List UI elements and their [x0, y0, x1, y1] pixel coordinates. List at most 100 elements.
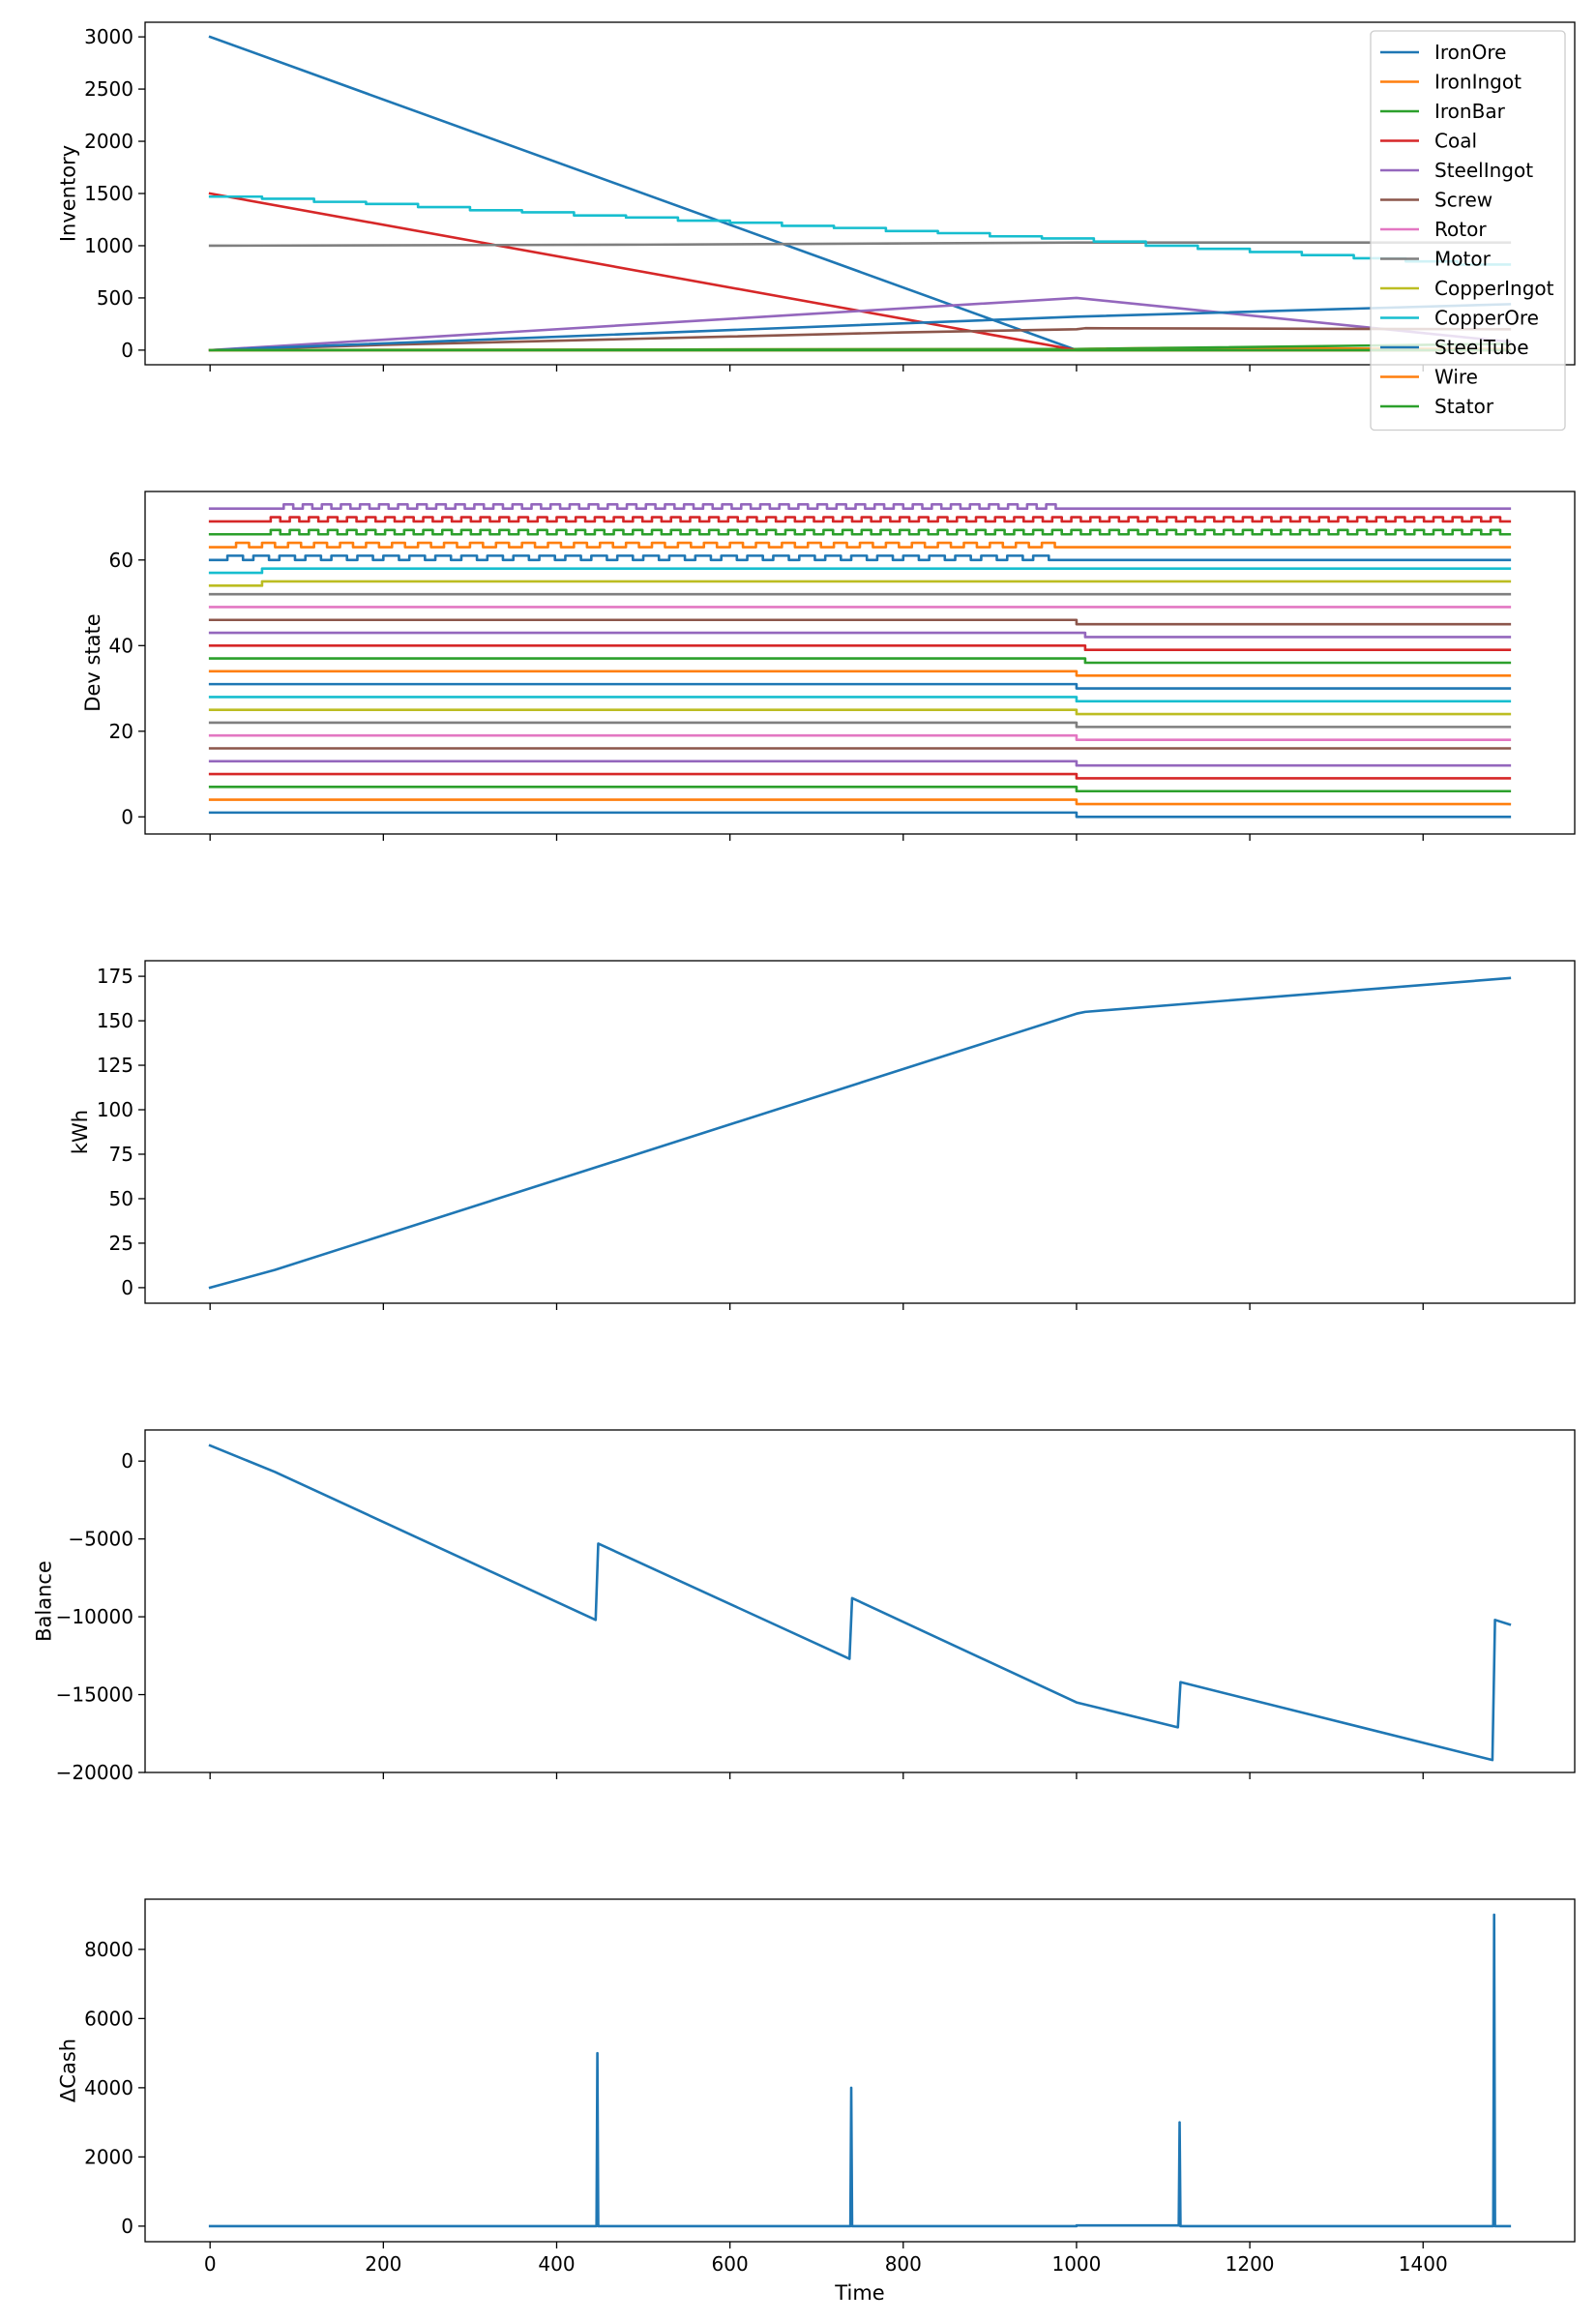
y-tick-label: 1500: [84, 182, 133, 205]
y-tick-label: 150: [97, 1009, 133, 1032]
legend-box: [1370, 30, 1566, 432]
y-tick-label: 1000: [84, 234, 133, 257]
y-tick-label: 40: [109, 634, 133, 657]
legend-entry: CopperOre: [1434, 307, 1539, 330]
series-line-copperore: [208, 194, 1512, 266]
series-line-panel1-7: [208, 721, 1512, 729]
x-tick-label: 800: [885, 2252, 922, 2276]
series-line-panel3-0: [208, 1444, 1512, 1762]
y-tick-label: 25: [109, 1232, 133, 1255]
legend-entry: SteelTube: [1434, 336, 1529, 359]
x-tick-label: 0: [204, 2252, 217, 2276]
legend: IronOre IronIngot IronBar Coal SteelIngot Scr…: [1370, 30, 1566, 432]
series-line-panel1-18: [208, 580, 1512, 587]
y-axis-label: Balance: [32, 1561, 55, 1642]
y-tick-label: 20: [109, 720, 133, 743]
x-tick-label: 1400: [1399, 2252, 1448, 2276]
series-line-panel1-22: [208, 528, 1512, 536]
legend-entry: Rotor: [1434, 218, 1487, 241]
legend-entry: Stator: [1434, 395, 1494, 418]
balance-subplot: 0 −5000 −10000 −15000 −20000 Balance: [32, 1429, 1576, 1784]
y-tick-label: 0: [121, 1276, 133, 1299]
series-line-panel1-12: [208, 657, 1512, 665]
y-axis-label: ΔCash: [57, 2039, 80, 2102]
y-tick-label: −20000: [56, 1761, 133, 1784]
inventory-subplot: 0 500 1000 1500 2000 2500 3000 Inventory IronOre…: [57, 21, 1576, 432]
y-tick-label: 0: [121, 339, 133, 362]
series-line-panel1-15: [208, 618, 1512, 626]
y-tick-label: 4000: [84, 2076, 133, 2099]
axes-frame: [144, 1429, 1576, 1773]
series-line-panel1-24: [208, 502, 1512, 510]
series-line-panel1-23: [208, 516, 1512, 523]
series-line-panel1-13: [208, 644, 1512, 652]
delta-cash-subplot: 0 200 400 600 800 1000 1200 1400 0 2000 4000 6000 80…: [57, 1898, 1576, 2305]
axes-frame: [144, 1898, 1576, 2243]
x-tick-label: 600: [712, 2252, 749, 2276]
y-tick-label: −10000: [56, 1605, 133, 1628]
y-tick-label: 0: [121, 2215, 133, 2238]
y-tick-label: 175: [97, 965, 133, 988]
series-line-panel1-4: [208, 759, 1512, 767]
y-tick-label: 125: [97, 1054, 133, 1077]
y-axis-label: Dev state: [81, 613, 104, 711]
series-line-screw: [208, 326, 1512, 352]
y-axis-label: Inventory: [57, 145, 80, 242]
plot-area: [208, 976, 1512, 1290]
plot-area: [208, 1444, 1512, 1762]
y-tick-label: 3000: [84, 25, 133, 48]
y-tick-label: −5000: [68, 1528, 133, 1551]
legend-entry: CopperIngot: [1434, 277, 1554, 300]
series-line-panel1-14: [208, 631, 1512, 639]
x-tick-label: 1000: [1051, 2252, 1101, 2276]
y-tick-label: 100: [97, 1098, 133, 1121]
legend-entry: IronOre: [1434, 41, 1506, 64]
series-line-panel1-6: [208, 733, 1512, 741]
y-tick-label: 60: [109, 549, 133, 572]
legend-entry: Motor: [1434, 248, 1492, 271]
plot-area: [208, 35, 1512, 352]
series-line-panel1-9: [208, 696, 1512, 703]
legend-entry: IronBar: [1434, 100, 1506, 123]
series-line-panel1-1: [208, 798, 1512, 806]
series-line-panel1-20: [208, 554, 1512, 562]
y-tick-label: 75: [109, 1143, 133, 1166]
legend-entry: IronIngot: [1434, 71, 1522, 94]
y-tick-label: 2000: [84, 2145, 133, 2168]
legend-entry: SteelIngot: [1434, 159, 1533, 182]
series-line-panel1-0: [208, 811, 1512, 819]
legend-entry: Screw: [1434, 189, 1493, 212]
legend-entry: Wire: [1434, 366, 1478, 389]
series-line-panel1-10: [208, 682, 1512, 690]
x-axis-label: Time: [834, 2281, 884, 2305]
series-line-panel1-11: [208, 670, 1512, 677]
series-line-panel1-19: [208, 567, 1512, 575]
series-line-panel1-2: [208, 786, 1512, 793]
plot-area: [208, 1913, 1512, 2228]
x-tick-label: 200: [365, 2252, 401, 2276]
y-tick-label: 500: [97, 286, 133, 310]
y-tick-label: 2000: [84, 130, 133, 153]
y-tick-label: 2500: [84, 77, 133, 101]
series-line-panel4-0: [208, 1913, 1512, 2228]
x-tick-label: 400: [538, 2252, 575, 2276]
y-tick-label: 0: [121, 805, 133, 828]
series-line-panel1-21: [208, 541, 1512, 549]
y-tick-label: 8000: [84, 1938, 133, 1961]
axes-frame: [144, 960, 1576, 1304]
series-line-panel1-3: [208, 772, 1512, 780]
y-tick-label: 50: [109, 1187, 133, 1210]
series-line-steeltube: [208, 303, 1512, 352]
series-line-panel1-8: [208, 708, 1512, 716]
x-tick-label: 1200: [1226, 2252, 1275, 2276]
legend-entry: Coal: [1434, 130, 1477, 153]
y-tick-label: −15000: [56, 1683, 133, 1707]
plot-area: [208, 502, 1512, 819]
kwh-subplot: 0 25 50 75 100 125 150 175 kWh: [69, 960, 1576, 1310]
series-line-panel2-0: [208, 976, 1512, 1290]
y-tick-label: 0: [121, 1449, 133, 1473]
series-line-steelingot: [208, 296, 1512, 352]
dev-state-subplot: 0 20 40 60 Dev state: [81, 491, 1576, 841]
